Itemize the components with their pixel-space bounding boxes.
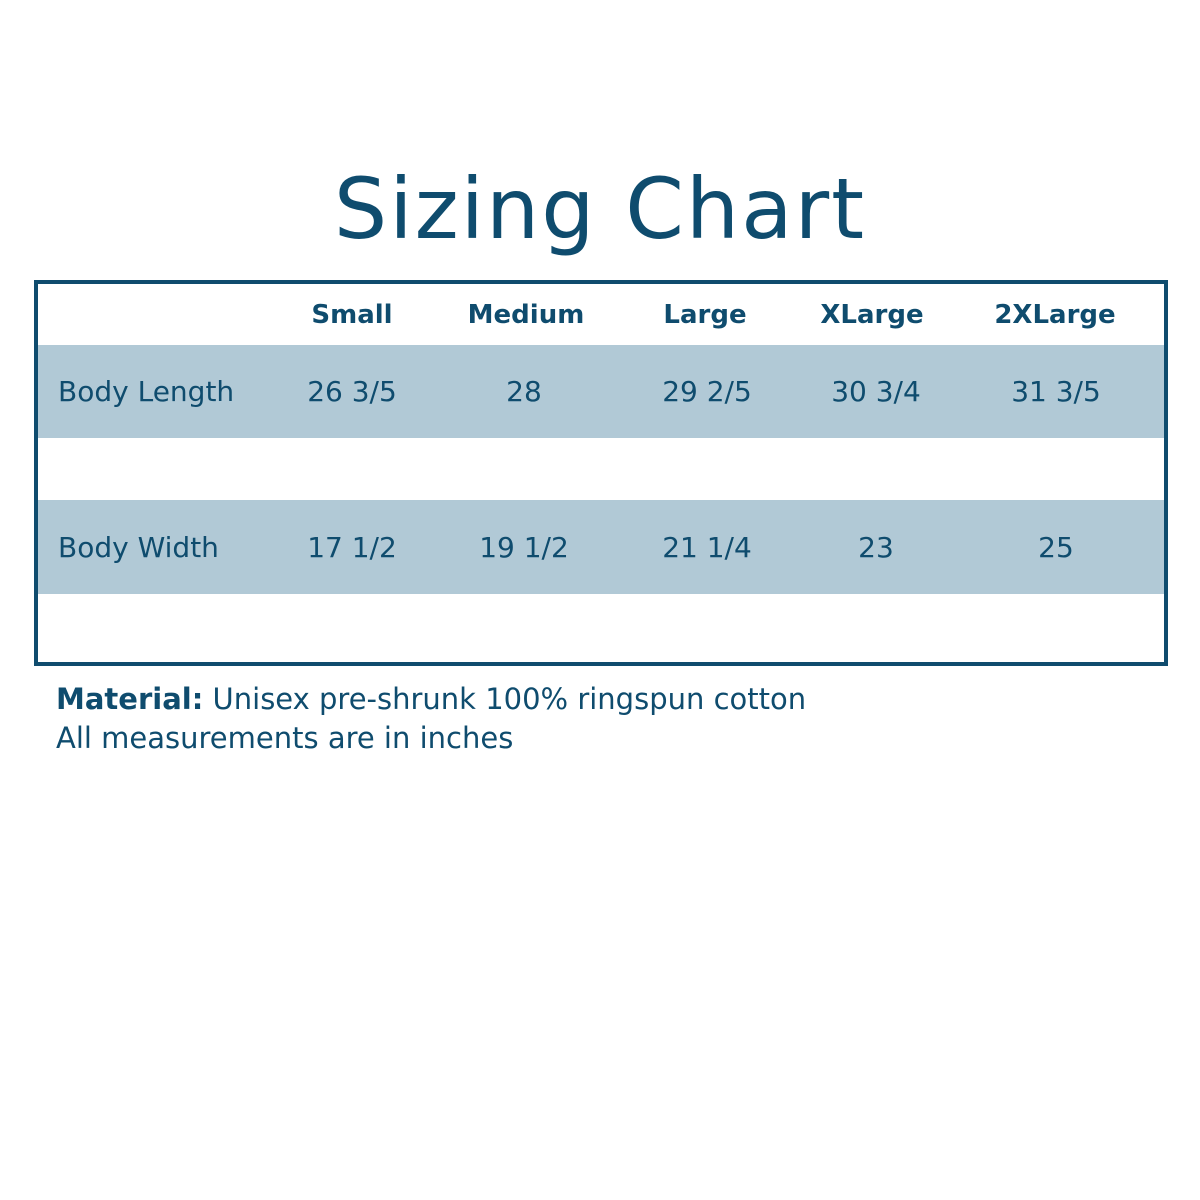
row-label: Body Length [58,375,235,408]
table-header-row: Small Medium Large XLarge 2XLarge [38,284,1164,345]
material-note: Material: Unisex pre-shrunk 100% ringspu… [56,680,806,719]
table-cell: 23 [858,530,894,564]
units-note: All measurements are in inches [56,721,514,755]
material-text: Unisex pre-shrunk 100% ringspun cotton [203,682,807,716]
column-header-small: Small [311,299,393,330]
notes: Material: Unisex pre-shrunk 100% ringspu… [56,680,806,758]
column-header-medium: Medium [467,299,585,330]
table-cell: 21 1/4 [662,530,752,564]
table-cell: 30 3/4 [831,375,921,408]
sizing-table: Small Medium Large XLarge 2XLarge Body L… [34,280,1168,666]
table-row: Body Width 17 1/2 19 1/2 21 1/4 23 25 [38,500,1164,594]
table-cell: 28 [506,375,542,408]
page-title: Sizing Chart [333,160,867,258]
table-cell: 19 1/2 [479,530,569,564]
column-header-2xlarge: 2XLarge [994,299,1116,330]
column-header-large: Large [663,299,747,330]
material-label: Material: [56,682,204,716]
table-cell: 25 [1038,530,1074,564]
table-cell: 26 3/5 [307,375,397,408]
column-header-xlarge: XLarge [820,299,924,330]
row-label: Body Width [58,530,219,564]
table-row: Body Length 26 3/5 28 29 2/5 30 3/4 31 3… [38,345,1164,438]
table-cell: 29 2/5 [662,375,752,408]
table-cell: 17 1/2 [307,530,397,564]
table-cell: 31 3/5 [1011,375,1101,408]
